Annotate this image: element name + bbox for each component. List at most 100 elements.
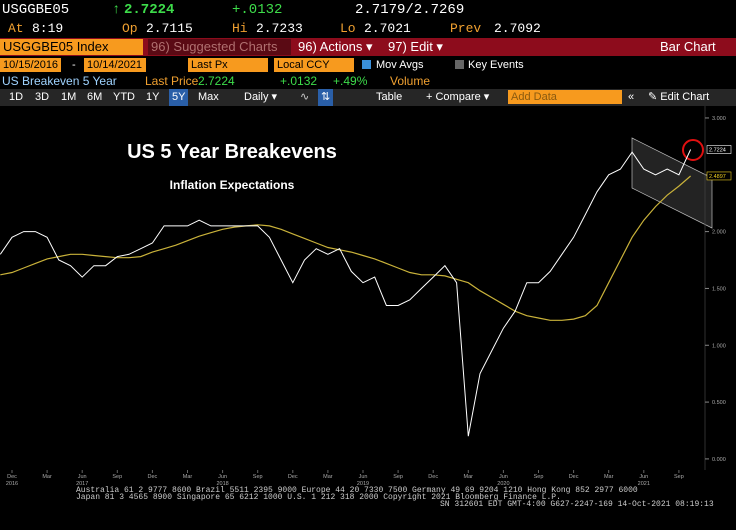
period-button[interactable]: Max	[198, 91, 219, 103]
collapse[interactable]: «	[628, 91, 635, 103]
x-tick-label: Sep	[674, 474, 684, 480]
x-tick-label: Dec	[288, 474, 298, 480]
currency-select[interactable]: Local CCY	[274, 58, 354, 72]
last-value-label: 2.7224	[709, 148, 726, 154]
end-date[interactable]: 10/14/2021	[84, 58, 146, 72]
icon[interactable]: ⇅	[318, 89, 334, 106]
settings-row: 10/15/2016 - 10/14/2021 Last Px Local CC…	[0, 57, 736, 73]
x-tick-label: Sep	[112, 474, 122, 480]
x-tick-label: Jun	[639, 474, 648, 480]
security-input[interactable]: USGGBE05 Index	[0, 39, 143, 55]
label: Edit Chart	[660, 91, 710, 103]
change: +.0132	[232, 2, 283, 18]
label: Hi	[232, 21, 248, 36]
label: Prev	[450, 21, 482, 36]
x-tick-label: Dec	[569, 474, 579, 480]
x-tick-label: Mar	[183, 474, 193, 480]
mov-avgs[interactable]: Mov Avgs	[376, 59, 424, 71]
up-arrow: ↑	[112, 2, 121, 18]
security-name: US Breakeven 5 Year	[2, 74, 117, 88]
toolbar: Daily ∿ ⇅ Table + Compare Add Data « ✎ E…	[0, 89, 736, 106]
series-line	[0, 175, 691, 321]
value: 2.7224	[198, 74, 235, 88]
label: Lo	[340, 21, 356, 36]
edit-menu[interactable]: 97) Edit	[388, 38, 443, 56]
chart-subtitle: Inflation Expectations	[170, 178, 295, 192]
footer-line: Japan 81 3 4565 8900 Singapore 65 6212 1…	[76, 493, 561, 502]
command-bar: USGGBE05 Index 96) Suggested Charts 96) …	[0, 38, 736, 56]
period-button[interactable]: 1Y	[146, 91, 160, 103]
edit-chart[interactable]: ✎ Edit Chart	[648, 91, 710, 103]
period-button[interactable]: 3D	[35, 91, 50, 103]
field-select[interactable]: Last Px	[188, 58, 268, 72]
value: 8:19	[32, 21, 64, 36]
last-value-label: 2.4897	[709, 174, 726, 180]
frequency[interactable]: Daily	[244, 89, 277, 106]
x-tick-label: Mar	[464, 474, 474, 480]
value: 2.7092	[494, 21, 541, 36]
y-tick-label: 2.000	[712, 230, 726, 236]
highlight-circle	[682, 139, 704, 161]
add-data-input[interactable]: Add Data	[508, 90, 622, 104]
series-line	[0, 149, 692, 437]
start-date[interactable]: 10/15/2016	[0, 58, 62, 72]
value: 2.7021	[364, 21, 411, 36]
icon[interactable]: ∿	[300, 91, 310, 103]
y-tick-label: 0.500	[712, 400, 726, 406]
y-tick-label: 1.000	[712, 343, 726, 349]
period-button[interactable]: 1D	[9, 91, 24, 103]
x-year-label: 2020	[497, 481, 509, 487]
x-tick-label: Jun	[78, 474, 87, 480]
quote-row: At 8:19 Op 2.7115 Hi 2.7233 Lo 2.7021 Pr…	[0, 20, 736, 38]
x-tick-label: Dec	[428, 474, 438, 480]
period-button[interactable]: YTD	[113, 91, 135, 103]
last-value-box	[706, 145, 732, 154]
x-tick-label: Mar	[604, 474, 614, 480]
footer-line: SN 312601 EDT GMT-4:00 G627-2247-169 14-…	[440, 500, 714, 509]
footer: Australia 61 2 9777 8600 Brazil 5511 239…	[0, 487, 736, 513]
y-tick-label: 1.500	[712, 286, 726, 292]
label: Volume	[390, 74, 431, 88]
dash: -	[72, 59, 76, 71]
footer-line: Australia 61 2 9777 8600 Brazil 5511 239…	[76, 486, 638, 495]
checkbox[interactable]	[362, 60, 371, 69]
key-events[interactable]: Key Events	[468, 59, 524, 71]
x-tick-label: Sep	[253, 474, 263, 480]
x-tick-label: Dec	[7, 474, 17, 480]
x-tick-label: Jun	[359, 474, 368, 480]
chart: US 5 Year Breakevens Inflation Expectati…	[0, 106, 732, 487]
header-row: USGGBE05 ↑ 2.7224 +.0132 2.7179/2.7269	[0, 0, 736, 20]
period-button[interactable]: 5Y	[169, 89, 189, 106]
x-tick-label: Jun	[499, 474, 508, 480]
x-tick-label: Dec	[148, 474, 158, 480]
suggested-charts[interactable]: 96) Suggested Charts	[148, 39, 291, 55]
x-tick-label: Jun	[218, 474, 227, 480]
ticker: USGGBE05	[2, 2, 70, 18]
value: +.0132	[280, 74, 318, 88]
label: At	[8, 21, 24, 36]
value: 2.7115	[146, 21, 193, 36]
compare-button[interactable]: + Compare	[426, 89, 489, 106]
period-button[interactable]: 1M	[61, 91, 77, 103]
label: Last Price	[145, 74, 199, 88]
period-button[interactable]: 6M	[87, 91, 103, 103]
value: 2.7233	[256, 21, 303, 36]
label: Op	[122, 21, 138, 36]
bid-ask: 2.7179/2.7269	[355, 2, 465, 18]
x-tick-label: Mar	[42, 474, 52, 480]
x-tick-label: Sep	[534, 474, 544, 480]
actions-menu[interactable]: 96) Actions	[298, 38, 372, 56]
channel	[631, 137, 713, 229]
checkbox[interactable]	[455, 60, 464, 69]
chart-title: US 5 Year Breakevens	[127, 141, 337, 163]
x-year-label: 2021	[638, 481, 650, 487]
x-year-label: 2019	[357, 481, 369, 487]
x-year-label: 2017	[76, 481, 88, 487]
y-tick-label: 0.000	[712, 457, 726, 463]
table-button[interactable]: Table	[376, 91, 403, 103]
last-value-box	[706, 171, 732, 181]
last: 2.7224	[124, 2, 175, 18]
function-name: Bar Chart	[660, 39, 716, 54]
x-tick-label: Sep	[393, 474, 403, 480]
